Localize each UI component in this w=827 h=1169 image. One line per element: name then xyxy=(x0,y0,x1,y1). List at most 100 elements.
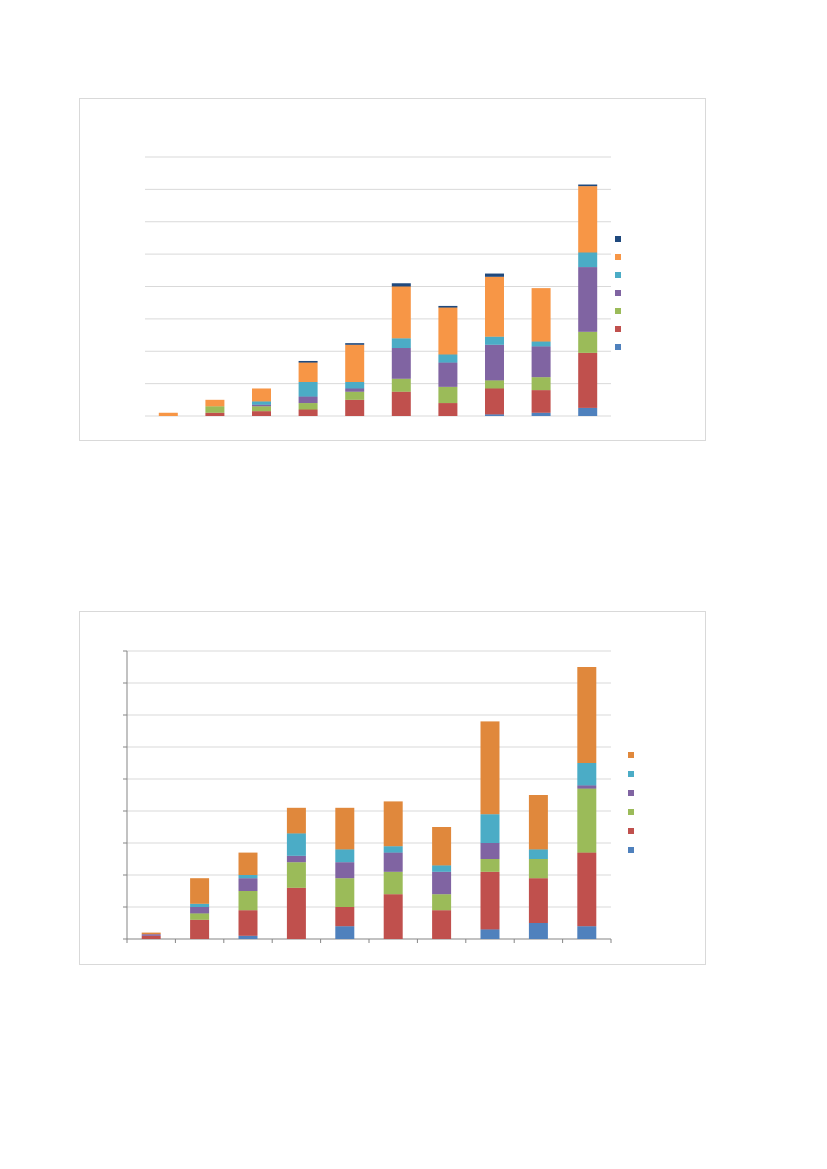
bar-segment-series-2 xyxy=(335,907,355,927)
bar-segment-series-6 xyxy=(158,412,178,416)
bar-segment-series-4 xyxy=(298,396,318,404)
bar-segment-series-4 xyxy=(383,852,403,872)
bar-segment-series-1 xyxy=(531,412,551,416)
bar-segment-series-7 xyxy=(391,283,411,287)
bar-segment-series-5 xyxy=(238,875,258,879)
legend-marker-series-5 xyxy=(628,771,634,777)
bar-segment-series-4 xyxy=(485,344,504,381)
bar-segment-series-5 xyxy=(286,833,306,856)
bar-segment-series-3 xyxy=(485,380,504,389)
legend-marker-series-6 xyxy=(615,254,621,260)
bar-segment-series-4 xyxy=(335,862,355,879)
bar-segment-series-2 xyxy=(485,388,504,415)
bar-segment-series-2 xyxy=(141,935,161,939)
bar-segment-series-2 xyxy=(528,878,548,923)
bar-segment-series-4 xyxy=(531,346,551,378)
bar-segment-series-6 xyxy=(480,721,500,815)
bar-segment-series-4 xyxy=(190,907,210,914)
bar-segment-series-3 xyxy=(578,331,598,353)
bar-segment-series-5 xyxy=(383,846,403,853)
bar-segment-series-2 xyxy=(391,391,411,416)
bar-segment-series-4 xyxy=(252,404,271,407)
bar-segment-series-6 xyxy=(141,932,161,935)
bar-segment-series-6 xyxy=(335,807,355,850)
bar-segment-series-6 xyxy=(578,186,598,253)
bar-segment-series-5 xyxy=(438,354,458,363)
bar-segment-series-4 xyxy=(286,855,306,863)
bar-segment-series-4 xyxy=(432,871,452,895)
bar-segment-series-4 xyxy=(577,785,597,789)
bar-segment-series-3 xyxy=(238,891,258,911)
bar-segment-series-2 xyxy=(190,919,210,939)
bar-segment-series-2 xyxy=(205,412,225,416)
bar-segment-series-3 xyxy=(528,859,548,879)
bar-segment-series-6 xyxy=(298,362,318,383)
bar-segment-series-2 xyxy=(577,852,597,927)
bar-segment-series-1 xyxy=(528,923,548,939)
bar-segment-series-6 xyxy=(345,344,365,383)
bar-segment-series-5 xyxy=(298,382,318,397)
legend-marker-series-3 xyxy=(615,308,621,314)
bar-segment-series-2 xyxy=(531,390,551,413)
bar-segment-series-3 xyxy=(205,406,225,413)
legend-marker-series-7 xyxy=(615,236,621,242)
bar-segment-series-3 xyxy=(345,391,365,400)
bar-segment-series-2 xyxy=(238,910,258,936)
legend-marker-series-3 xyxy=(628,809,634,815)
bar-segment-series-4 xyxy=(391,348,411,379)
legend-marker-series-2 xyxy=(615,326,621,332)
bar-segment-series-5 xyxy=(345,382,365,389)
bar-segment-series-3 xyxy=(391,378,411,392)
bar-segment-series-2 xyxy=(286,887,306,939)
bar-segment-series-5 xyxy=(432,865,452,872)
bar-segment-series-2 xyxy=(438,403,458,416)
legend-marker-series-6 xyxy=(628,752,634,758)
bar-segment-series-3 xyxy=(531,377,551,391)
bar-segment-series-6 xyxy=(485,276,504,337)
bar-segment-series-5 xyxy=(485,336,504,345)
bar-segment-series-3 xyxy=(335,878,355,907)
bar-segment-series-6 xyxy=(432,827,452,866)
bar-segment-series-4 xyxy=(141,934,161,936)
bar-segment-series-1 xyxy=(238,935,258,939)
bar-segment-series-6 xyxy=(205,399,225,407)
bar-segment-series-7 xyxy=(345,343,365,345)
legend-marker-series-1 xyxy=(615,344,621,350)
bar-segment-series-6 xyxy=(391,286,411,339)
bar-segment-series-2 xyxy=(298,409,318,416)
bar-segment-series-2 xyxy=(480,871,500,930)
bar-segment-series-2 xyxy=(432,910,452,939)
bar-segment-series-6 xyxy=(252,388,271,402)
bar-segment-series-6 xyxy=(438,307,458,355)
bar-segment-series-2 xyxy=(383,894,403,939)
legend-marker-series-1 xyxy=(628,847,634,853)
bar-segment-series-6 xyxy=(531,288,551,342)
bar-segment-series-6 xyxy=(190,878,210,904)
bar-segment-series-5 xyxy=(391,338,411,349)
bar-segment-series-3 xyxy=(298,403,318,410)
bar-segment-series-6 xyxy=(577,667,597,763)
legend-marker-series-5 xyxy=(615,272,621,278)
bar-segment-series-2 xyxy=(252,411,271,416)
legend-marker-series-2 xyxy=(628,828,634,834)
bar-segment-series-4 xyxy=(578,267,598,332)
bar-segment-series-2 xyxy=(345,399,365,416)
bar-segment-series-4 xyxy=(480,843,500,859)
bar-segment-series-7 xyxy=(298,360,318,363)
legend-marker-series-4 xyxy=(615,290,621,296)
bar-segment-series-6 xyxy=(238,852,258,875)
bar-segment-series-3 xyxy=(438,386,458,404)
bar-segment-series-5 xyxy=(531,341,551,347)
bar-segment-series-1 xyxy=(577,926,597,939)
bar-segment-series-7 xyxy=(485,273,504,277)
bar-segment-series-5 xyxy=(252,401,271,405)
stacked-bar-chart-bottom xyxy=(79,611,706,965)
bar-segment-series-3 xyxy=(432,894,452,911)
bar-segment-series-3 xyxy=(577,788,597,853)
bar-segment-series-6 xyxy=(383,801,403,847)
bar-segment-series-4 xyxy=(438,362,458,387)
bar-segment-series-1 xyxy=(480,929,500,939)
legend-marker-series-4 xyxy=(628,790,634,796)
bar-segment-series-5 xyxy=(480,814,500,843)
bar-segment-series-5 xyxy=(335,849,355,863)
